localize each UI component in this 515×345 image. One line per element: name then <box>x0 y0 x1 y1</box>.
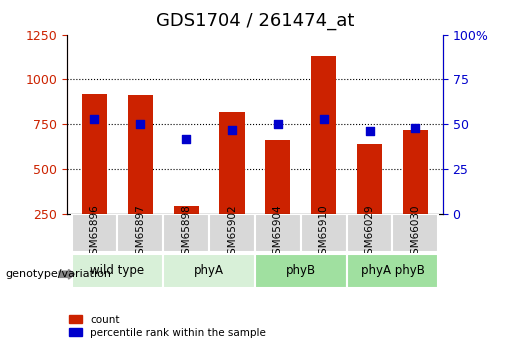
Bar <box>311 56 336 214</box>
Point <box>228 127 236 132</box>
FancyBboxPatch shape <box>72 214 117 252</box>
Point <box>411 125 420 130</box>
FancyBboxPatch shape <box>301 214 347 252</box>
Text: genotype/variation: genotype/variation <box>5 269 111 279</box>
Point <box>274 121 282 127</box>
Point <box>320 116 328 121</box>
Text: phyA phyB: phyA phyB <box>360 264 424 277</box>
Point <box>182 136 190 141</box>
Bar <box>403 130 428 214</box>
Bar <box>265 140 290 214</box>
Text: GSM65910: GSM65910 <box>319 205 329 261</box>
Text: GSM66030: GSM66030 <box>410 205 420 261</box>
Bar <box>128 96 153 214</box>
Point <box>366 129 374 134</box>
Point <box>136 121 144 127</box>
FancyBboxPatch shape <box>209 214 255 252</box>
FancyBboxPatch shape <box>392 214 438 252</box>
Bar <box>174 206 199 214</box>
Text: GSM66029: GSM66029 <box>365 205 374 261</box>
FancyBboxPatch shape <box>72 254 163 288</box>
FancyBboxPatch shape <box>163 254 255 288</box>
FancyBboxPatch shape <box>255 254 347 288</box>
Point <box>90 116 98 121</box>
Text: phyB: phyB <box>286 264 316 277</box>
Text: phyA: phyA <box>194 264 224 277</box>
FancyBboxPatch shape <box>163 214 209 252</box>
Text: GSM65904: GSM65904 <box>273 205 283 261</box>
Text: GSM65896: GSM65896 <box>90 205 99 261</box>
FancyBboxPatch shape <box>347 254 438 288</box>
Text: GSM65902: GSM65902 <box>227 205 237 261</box>
FancyArrow shape <box>59 269 75 279</box>
FancyBboxPatch shape <box>255 214 301 252</box>
Text: GSM65897: GSM65897 <box>135 205 145 261</box>
Bar <box>219 112 245 214</box>
Text: wild type: wild type <box>90 264 144 277</box>
Title: GDS1704 / 261474_at: GDS1704 / 261474_at <box>156 12 354 30</box>
FancyBboxPatch shape <box>347 214 392 252</box>
Text: GSM65898: GSM65898 <box>181 205 191 261</box>
Legend: count, percentile rank within the sample: count, percentile rank within the sample <box>67 313 268 340</box>
Bar <box>82 94 107 214</box>
Bar <box>357 144 382 214</box>
FancyBboxPatch shape <box>117 214 163 252</box>
